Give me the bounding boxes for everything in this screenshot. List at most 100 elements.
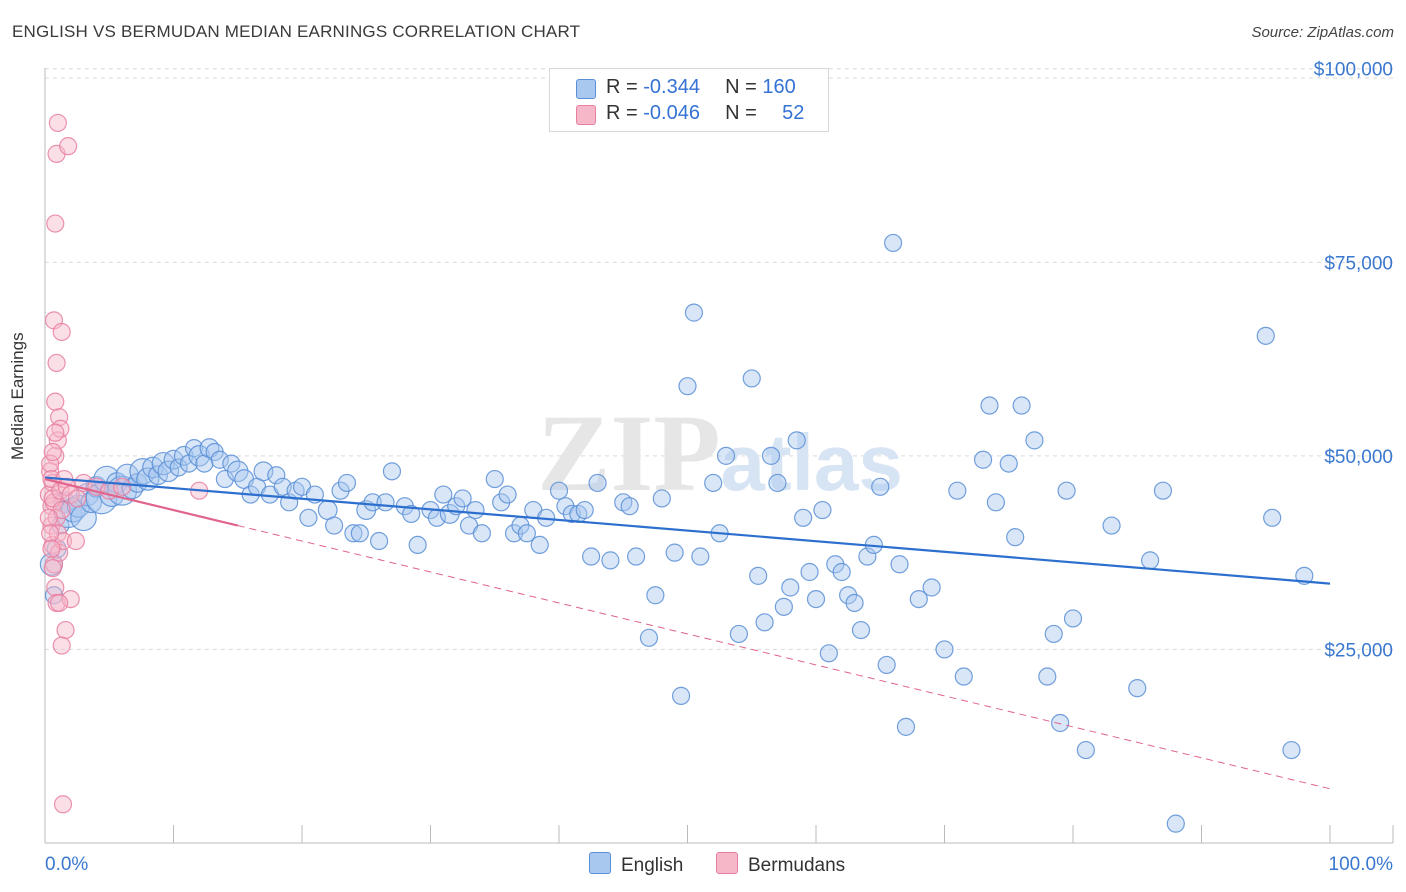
english-point — [1051, 713, 1070, 733]
english-point — [1076, 740, 1095, 760]
trendlines — [44, 476, 1331, 790]
bottom-legend-bermudans[interactable]: Bermudans — [716, 852, 845, 877]
english-point — [646, 586, 665, 605]
english-point — [382, 462, 402, 481]
english-point — [819, 644, 838, 663]
english-point — [350, 524, 369, 543]
english-point — [188, 445, 210, 467]
legend-english-text: R = -0.344 N = 160 — [606, 76, 796, 99]
english-point — [210, 450, 229, 469]
bermudan-trendline — [44, 478, 239, 527]
english-point — [530, 535, 549, 555]
watermark-zip: ZIP — [537, 392, 720, 514]
y-tick-label: $25,000 — [1324, 640, 1393, 661]
bermudans-point — [61, 589, 80, 609]
english-point — [665, 543, 684, 562]
english-point — [115, 463, 139, 487]
english-point — [466, 500, 485, 520]
english-point — [370, 531, 389, 551]
tick-labels: $25,000 $50,000 $75,000 $100,000 0.0% 100.0% — [45, 60, 1393, 875]
english-point — [363, 493, 382, 512]
bermudans-point — [47, 353, 66, 373]
english-point — [729, 624, 749, 644]
bermudan-n-label: N = — [725, 102, 757, 124]
english-point — [704, 473, 723, 493]
english-point — [716, 446, 736, 465]
english-point — [742, 369, 761, 388]
english-point — [215, 469, 234, 489]
english-swatch — [576, 79, 596, 99]
english-point — [845, 593, 864, 613]
bottom-legend-english[interactable]: English — [589, 852, 683, 877]
english-point — [749, 566, 768, 585]
english-point — [344, 524, 363, 543]
correlation-legend: R = -0.344 N = 160 R = -0.046 N = 52 — [549, 68, 829, 132]
english-point — [755, 613, 774, 632]
english-point — [794, 508, 813, 527]
english-point — [761, 446, 781, 465]
bermudans-point — [68, 489, 87, 508]
english-point — [1128, 679, 1147, 698]
english-point — [1057, 481, 1076, 500]
bermudans-point — [42, 539, 61, 558]
english-trendline — [44, 476, 1331, 585]
bermudans-point — [46, 578, 65, 597]
english-point — [485, 469, 504, 489]
english-point — [883, 233, 903, 253]
x-tick-label-min: 0.0% — [45, 854, 88, 875]
legend-bermudan-text: R = -0.046 N = 52 — [606, 102, 804, 125]
bermudan-trendline-extension — [237, 525, 1331, 790]
english-point — [973, 450, 993, 469]
bermudan-swatch — [576, 105, 596, 125]
english-point — [1153, 481, 1173, 500]
y-tick-label: $100,000 — [1314, 60, 1393, 81]
y-tick-label: $50,000 — [1324, 447, 1393, 468]
english-point — [549, 481, 569, 500]
english-point — [781, 578, 800, 597]
english-point — [1025, 431, 1044, 450]
y-tick-label: $75,000 — [1324, 253, 1393, 274]
english-n-value: 160 — [762, 76, 796, 98]
english-point — [691, 547, 710, 566]
english-point — [325, 516, 344, 535]
english-point — [601, 551, 620, 570]
bermudans-point — [112, 477, 132, 496]
english-point — [498, 485, 517, 504]
english-point — [684, 303, 704, 322]
english-point — [169, 458, 188, 477]
english-point — [652, 489, 671, 508]
bermudan-n-value: 52 — [782, 102, 805, 124]
x-tick-label-max: 100.0% — [1329, 854, 1394, 875]
english-n-label: N = — [725, 76, 757, 98]
watermark: ZIPatlas — [537, 392, 903, 514]
english-point — [575, 500, 594, 520]
english-point — [890, 555, 909, 574]
bermudans-point — [43, 442, 62, 462]
bottom-bermudan-swatch — [716, 852, 738, 874]
english-point — [954, 667, 973, 686]
english-point — [1102, 516, 1121, 535]
chart-title: ENGLISH VS BERMUDAN MEDIAN EARNINGS CORR… — [12, 22, 581, 41]
english-point — [871, 477, 890, 496]
english-point — [851, 620, 871, 640]
watermark-atlas: atlas — [721, 418, 903, 507]
bottom-bermudans-label: Bermudans — [748, 855, 846, 876]
bottom-english-swatch — [589, 852, 611, 874]
english-point — [226, 460, 249, 483]
english-point — [588, 473, 607, 493]
english-point — [935, 640, 954, 659]
english-point — [626, 547, 646, 566]
english-point — [922, 578, 941, 597]
bermudans-point — [46, 392, 65, 411]
bermudans-point — [43, 559, 62, 578]
english-point — [582, 547, 601, 566]
english-point — [434, 485, 453, 504]
english-point — [986, 493, 1006, 512]
english-point — [671, 686, 691, 705]
english-r-value: -0.344 — [643, 76, 700, 98]
grid-lines — [45, 68, 1393, 650]
english-point — [472, 524, 491, 543]
english-point — [1256, 326, 1275, 345]
english-point — [1044, 624, 1063, 644]
bermudans-point — [66, 531, 85, 551]
